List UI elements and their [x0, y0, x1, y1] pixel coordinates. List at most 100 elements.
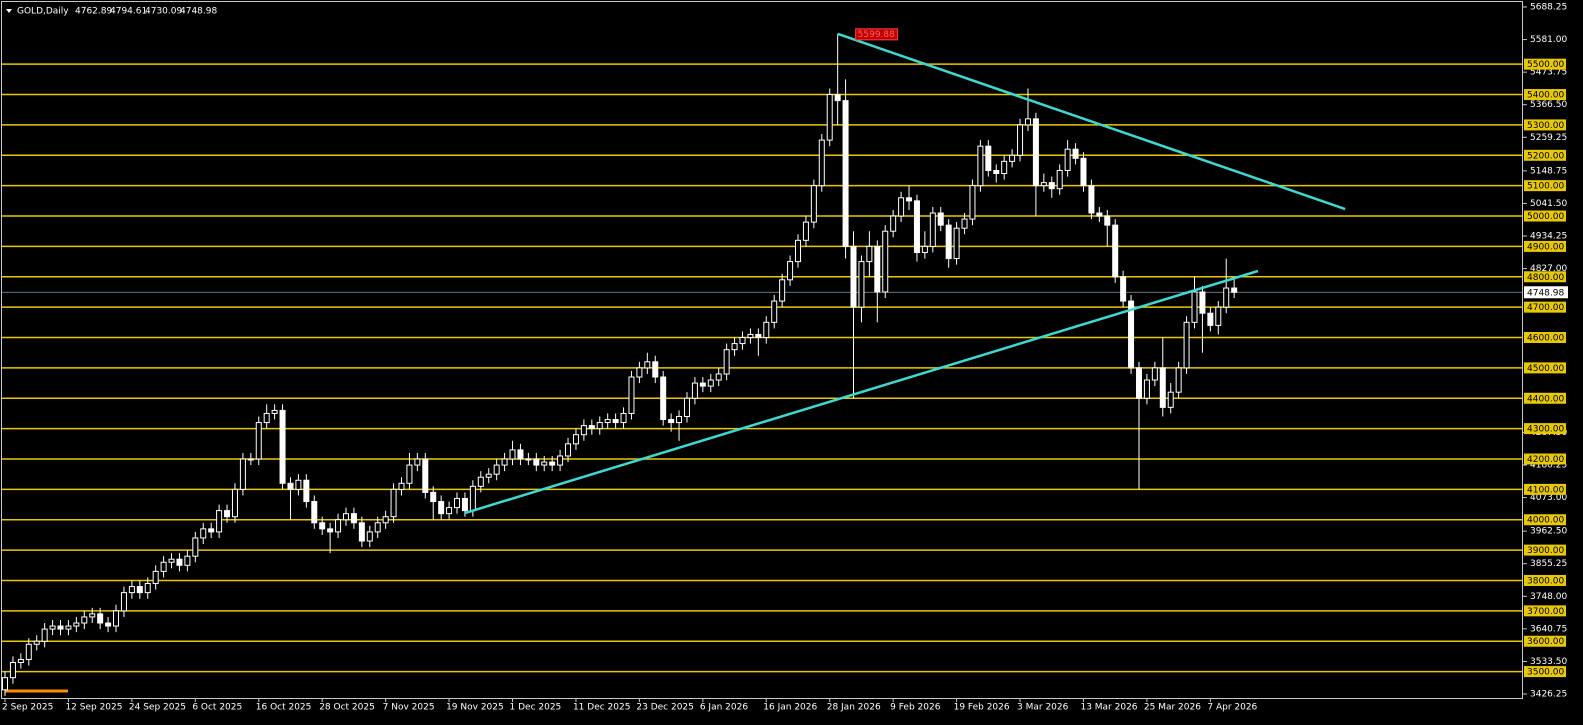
level-label-box — [1524, 210, 1566, 222]
candle-body — [430, 491, 437, 503]
candle-body — [311, 501, 318, 524]
candle-body — [454, 497, 461, 509]
x-tick-label: 12 Sep 2025 — [65, 703, 122, 713]
candle-body — [184, 555, 191, 566]
candle-body — [588, 425, 595, 430]
candle-body — [509, 449, 516, 460]
candle-body — [485, 473, 492, 478]
candle-body — [795, 239, 801, 263]
candle-body — [1135, 367, 1142, 399]
y-tick-label: 3748.00 — [1530, 592, 1567, 602]
plot-border — [1, 1, 1523, 699]
candle-body — [921, 245, 928, 253]
candle-body — [33, 640, 40, 645]
candle-body — [533, 458, 540, 466]
candle-body — [176, 558, 183, 566]
x-tick-label: 28 Oct 2025 — [319, 703, 375, 713]
candle-body — [105, 622, 112, 627]
candle-body — [477, 476, 484, 487]
level-label-box — [1524, 392, 1566, 404]
level-label: 4200.00 — [1527, 455, 1564, 465]
candle-body — [755, 333, 762, 339]
level-label: 5100.00 — [1527, 182, 1564, 192]
x-tick-label: 3 Mar 2026 — [1017, 703, 1069, 713]
candle-body — [818, 139, 825, 187]
candle-body — [97, 613, 104, 624]
level-label: 3800.00 — [1527, 576, 1564, 586]
candle-body — [1223, 287, 1230, 308]
candle-body — [319, 522, 326, 530]
candle-body — [993, 169, 1000, 175]
candle-body — [763, 321, 770, 339]
candle-body — [271, 409, 278, 414]
candle-body — [144, 583, 151, 594]
candle-body — [549, 461, 556, 466]
y-tick-label: 4827.00 — [1530, 264, 1567, 274]
candle-body — [596, 422, 603, 430]
level-label: 3700.00 — [1527, 607, 1564, 617]
candle-body — [469, 485, 476, 512]
trend-line — [464, 269, 1259, 515]
x-tick-label: 6 Oct 2025 — [192, 703, 242, 713]
candle-body — [580, 425, 587, 436]
y-tick-label: 3426.25 — [1530, 690, 1567, 700]
y-tick-label: 5688.25 — [1530, 3, 1567, 13]
level-label-box — [1524, 635, 1566, 647]
candle-body — [723, 349, 730, 375]
candle-body — [787, 261, 794, 281]
level-label-box — [1524, 483, 1566, 495]
level-label-box — [1524, 332, 1566, 344]
level-label-box — [1524, 362, 1566, 374]
x-tick-label: 19 Feb 2026 — [954, 703, 1010, 713]
candle-body — [953, 227, 960, 260]
candle-body — [1207, 312, 1214, 326]
candle-body — [224, 510, 231, 518]
y-tick-label: 5041.50 — [1530, 199, 1567, 209]
candle-body — [247, 458, 254, 461]
x-tick-label: 24 Sep 2025 — [129, 703, 186, 713]
candle-body — [17, 658, 24, 663]
x-tick-label: 28 Jan 2026 — [827, 703, 881, 713]
candle-body — [906, 197, 913, 202]
x-tick-label: 25 Mar 2026 — [1144, 703, 1201, 713]
candle-body — [565, 443, 572, 457]
candle-body — [913, 200, 920, 253]
candle-body — [1231, 287, 1238, 293]
candle-body — [9, 661, 16, 679]
candle-body — [422, 458, 429, 493]
level-label: 4000.00 — [1527, 516, 1564, 526]
trend-line — [837, 32, 1346, 211]
menu-triangle[interactable] — [6, 9, 12, 13]
level-label-box — [1524, 453, 1566, 465]
candle-body — [57, 625, 64, 630]
candle-body — [216, 510, 223, 533]
candle-body — [739, 337, 746, 345]
candle-body — [25, 643, 32, 660]
x-tick-label: 7 Nov 2025 — [383, 703, 435, 713]
x-tick-label: 1 Dec 2025 — [510, 703, 562, 713]
candle-body — [858, 261, 865, 308]
level-label: 3500.00 — [1527, 668, 1564, 678]
candle-body — [866, 245, 873, 263]
candle-body — [937, 212, 944, 226]
level-label-box — [1524, 301, 1566, 313]
candle-body — [969, 185, 976, 220]
candle-body — [1151, 367, 1158, 381]
level-label: 4100.00 — [1527, 485, 1564, 495]
x-tick-label: 23 Dec 2025 — [636, 703, 694, 713]
candle-body — [898, 197, 905, 217]
candle-body — [1175, 367, 1182, 393]
candle-body — [406, 464, 413, 484]
candle-body — [834, 94, 841, 102]
candle-body — [802, 221, 809, 241]
price-label-box — [1524, 286, 1568, 299]
candle-body — [398, 482, 405, 490]
candle-body — [366, 531, 373, 542]
candle-body — [644, 361, 651, 369]
candle-body — [287, 482, 294, 490]
candle-body — [303, 479, 310, 503]
candle-body — [604, 419, 611, 424]
candle-body — [525, 458, 532, 461]
x-tick-label: 6 Jan 2026 — [700, 703, 748, 713]
